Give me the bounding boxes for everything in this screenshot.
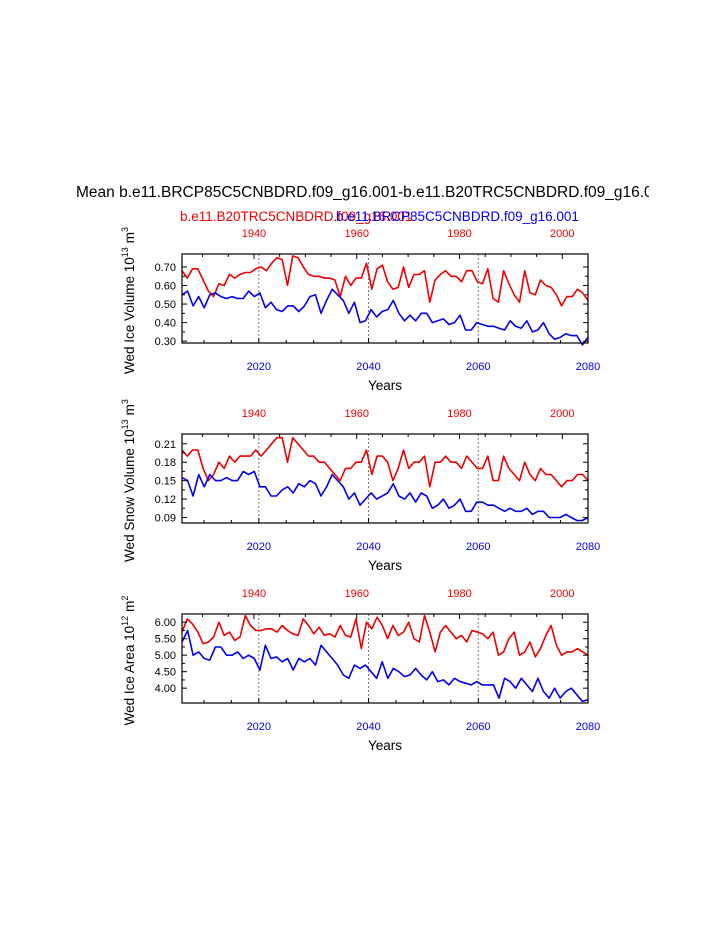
y-tick-label: 0.50 [155, 299, 176, 311]
y-axis-label-exponent: 13 [120, 419, 130, 429]
x-bottom-tick-label: 2060 [466, 361, 490, 373]
panel-3: 6.00 5.50 5.00 4.50 4.00 2020 2040 2060 2080 1940… [120, 588, 600, 753]
y-tick-label: 6.00 [155, 617, 176, 629]
x-top-tick-label: 1960 [344, 408, 368, 420]
plot-frame [181, 253, 589, 344]
series-line-red [181, 255, 589, 307]
y-tick-label: 4.50 [155, 667, 176, 679]
series-line-red [181, 614, 589, 658]
y-axis-label-text: Wed Snow Volume 10 [122, 429, 137, 562]
y-axis-label: Wed Ice Area 1012 m2 [120, 596, 137, 726]
y-tick-label: 0.30 [155, 336, 176, 348]
x-bottom-tick-label: 2040 [356, 541, 380, 553]
x-top-tick-label: 1940 [242, 408, 266, 420]
y-axis-label: Wed Ice Volume 1013 m3 [120, 227, 137, 374]
figure-title: Mean b.e11.BRCP85C5CNBDRD.f09_g16.001-b.… [76, 184, 670, 201]
y-tick-label: 0.12 [155, 494, 176, 506]
y-tick-label: 0.21 [155, 439, 176, 451]
y-tick-label: 0.15 [155, 476, 176, 488]
x-top-tick-label: 2000 [550, 408, 574, 420]
y-axis-label-unit: m [122, 601, 137, 612]
x-bottom-tick-label: 2080 [576, 541, 600, 553]
x-bottom-tick-label: 2020 [247, 721, 271, 733]
y-axis-label-text: Wed Ice Area 10 [122, 626, 137, 726]
x-axis-label: Years [368, 558, 402, 573]
x-top-tick-label: 2000 [550, 228, 574, 240]
x-top-tick-label: 1940 [242, 228, 266, 240]
series-line-blue [181, 629, 589, 703]
plot-frame [181, 613, 589, 704]
y-tick-label: 5.50 [155, 634, 176, 646]
y-tick-label: 0.40 [155, 318, 176, 330]
y-axis-label-text: Wed Ice Volume 10 [122, 257, 137, 374]
y-axis-label-unit-exponent: 3 [120, 227, 130, 232]
plot-frame [181, 433, 589, 524]
x-top-tick-label: 1940 [242, 588, 266, 600]
legend-red-label: b.e11.B20TRC5CNBDRD.f09_g16.001 [180, 209, 412, 224]
y-tick-label: 0.60 [155, 281, 176, 293]
y-axis-label-unit-exponent: 2 [120, 596, 130, 601]
y-axis-label: Wed Snow Volume 1013 m3 [120, 399, 137, 562]
y-axis-label-unit: m [122, 232, 137, 243]
x-axis-label: Years [368, 378, 402, 393]
legend-blue-label: b.e11.BRCP85C5CNBDRD.f09_g16.001 [336, 209, 579, 224]
y-axis-label-exponent: 12 [120, 616, 130, 626]
y-axis-label-unit: m [122, 404, 137, 415]
y-axis-label-exponent: 13 [120, 247, 130, 257]
series-line-red [181, 436, 589, 488]
x-bottom-tick-label: 2080 [576, 721, 600, 733]
x-bottom-tick-label: 2080 [576, 361, 600, 373]
x-top-tick-label: 1960 [344, 588, 368, 600]
x-bottom-tick-label: 2060 [466, 721, 490, 733]
x-top-tick-label: 1980 [447, 408, 471, 420]
y-tick-label: 4.00 [155, 683, 176, 695]
y-tick-label: 0.18 [155, 457, 176, 469]
panel-2: 0.21 0.18 0.15 0.12 0.09 2020 2040 2060 2080 1940… [120, 399, 600, 573]
x-bottom-tick-label: 2060 [466, 541, 490, 553]
y-tick-label: 5.00 [155, 650, 176, 662]
x-top-tick-label: 1960 [344, 228, 368, 240]
x-bottom-tick-label: 2040 [356, 721, 380, 733]
y-tick-label: 0.70 [155, 262, 176, 274]
panel-1: 0.70 0.60 0.50 0.40 0.30 2020 2040 2060 2080 1940… [120, 227, 600, 393]
series-line-blue [181, 288, 589, 346]
y-tick-label: 0.09 [155, 512, 176, 524]
x-bottom-tick-label: 2020 [247, 541, 271, 553]
y-axis-label-unit-exponent: 3 [120, 399, 130, 404]
panels-group: 0.70 0.60 0.50 0.40 0.30 2020 2040 2060 2080 1940… [120, 227, 600, 753]
x-bottom-tick-label: 2020 [247, 361, 271, 373]
x-top-tick-label: 2000 [550, 588, 574, 600]
x-top-tick-label: 1980 [447, 588, 471, 600]
x-axis-label: Years [368, 738, 402, 753]
x-bottom-tick-label: 2040 [356, 361, 380, 373]
x-top-tick-label: 1980 [447, 228, 471, 240]
series-line-blue [181, 470, 589, 522]
